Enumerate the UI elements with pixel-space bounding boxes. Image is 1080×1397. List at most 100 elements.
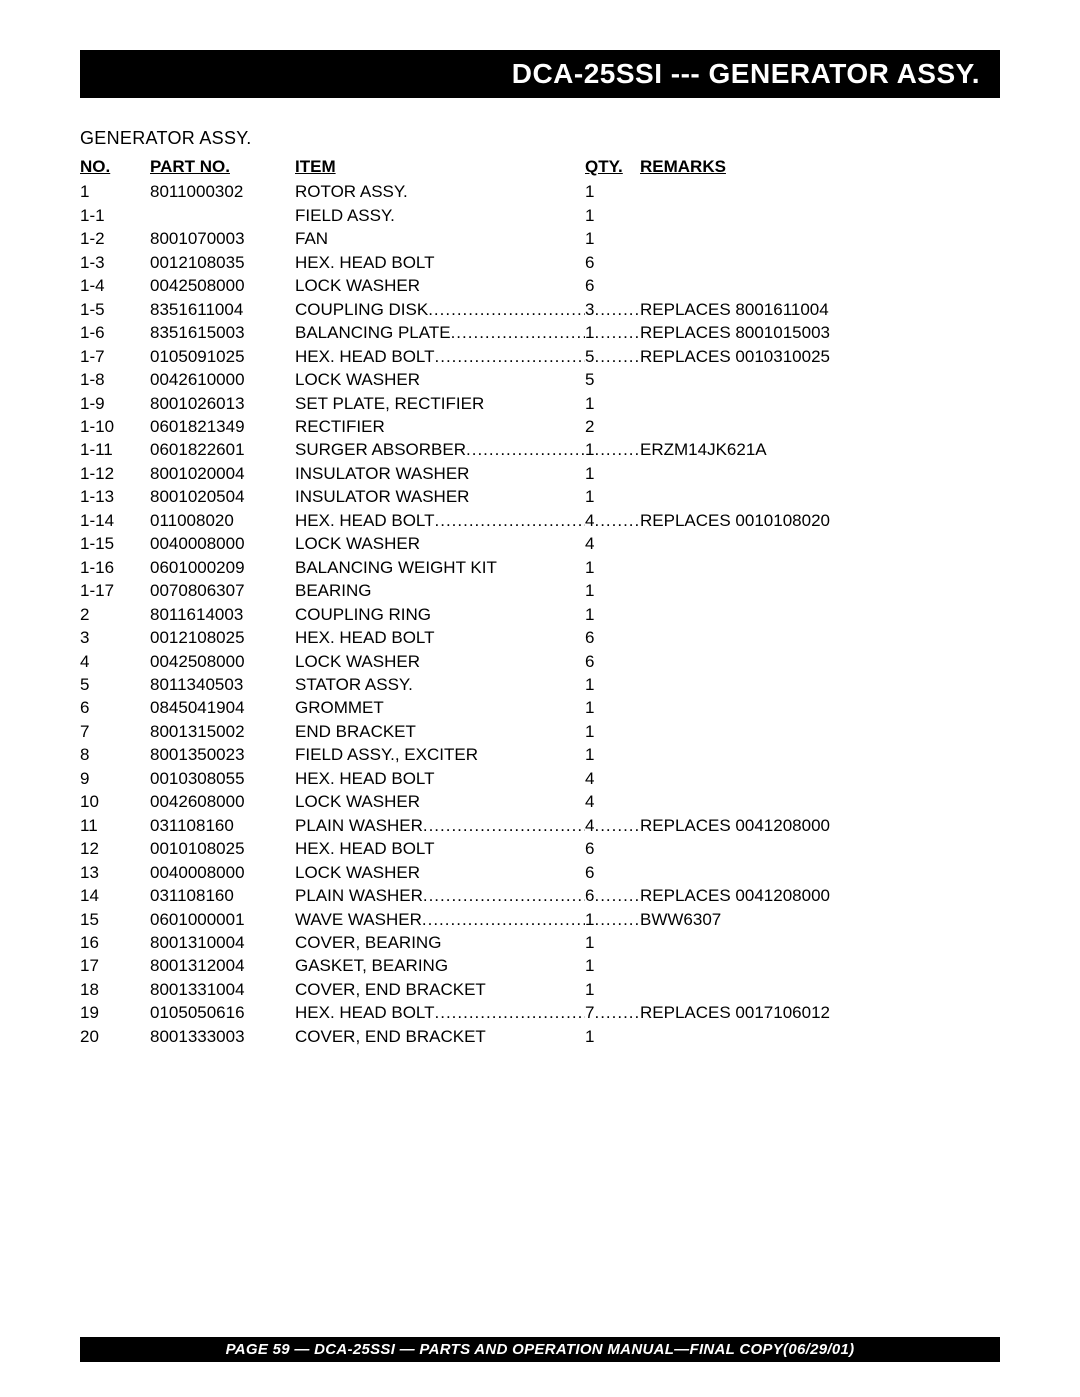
item-text: FAN xyxy=(295,227,328,250)
qty-text: 1 xyxy=(585,204,594,227)
qty-text: 7 xyxy=(585,1001,594,1024)
cell-part-no: 8001020004 xyxy=(150,462,295,485)
qty-text: 6 xyxy=(585,274,594,297)
cell-no: 11 xyxy=(80,814,150,837)
section-title: GENERATOR ASSY. xyxy=(80,128,1000,149)
cell-item: GASKET, BEARING xyxy=(295,954,585,977)
cell-no: 9 xyxy=(80,767,150,790)
parts-table: NO. PART NO. ITEM QTY. REMARKS 180110003… xyxy=(80,155,1000,1048)
cell-no: 1-17 xyxy=(80,579,150,602)
cell-remarks: BWW6307 xyxy=(640,908,1000,931)
table-header-row: NO. PART NO. ITEM QTY. REMARKS xyxy=(80,155,1000,178)
cell-part-no: 0845041904 xyxy=(150,696,295,719)
dot-leader: ........................................… xyxy=(451,321,585,344)
cell-item: HEX. HEAD BOLT xyxy=(295,837,585,860)
col-header-item: ITEM xyxy=(295,155,585,178)
cell-part-no: 011008020 xyxy=(150,509,295,532)
qty-text: 6 xyxy=(585,884,594,907)
cell-qty: 1 xyxy=(585,556,640,579)
cell-item: ROTOR ASSY. xyxy=(295,180,585,203)
cell-item: BALANCING WEIGHT KIT xyxy=(295,556,585,579)
qty-text: 1 xyxy=(585,978,594,1001)
qty-text: 4 xyxy=(585,814,594,837)
table-row: 100042608000LOCK WASHER4 xyxy=(80,790,1000,813)
table-row: 78001315002END BRACKET1 xyxy=(80,720,1000,743)
cell-no: 1-6 xyxy=(80,321,150,344)
table-row: 1-40042508000LOCK WASHER6 xyxy=(80,274,1000,297)
cell-part-no: 0601822601 xyxy=(150,438,295,461)
cell-qty: 1 ......................................… xyxy=(585,321,640,344)
cell-part-no: 8001315002 xyxy=(150,720,295,743)
cell-item: BALANCING PLATE ........................… xyxy=(295,321,585,344)
cell-qty: 1 xyxy=(585,227,640,250)
item-text: FIELD ASSY., EXCITER xyxy=(295,743,478,766)
dot-leader: ........................................… xyxy=(423,814,585,837)
cell-qty: 1 xyxy=(585,931,640,954)
cell-no: 1-11 xyxy=(80,438,150,461)
qty-text: 1 xyxy=(585,392,594,415)
cell-item: COVER, END BRACKET xyxy=(295,1025,585,1048)
item-text: COUPLING DISK xyxy=(295,298,428,321)
cell-no: 20 xyxy=(80,1025,150,1048)
cell-part-no: 8351611004 xyxy=(150,298,295,321)
cell-item: HEX. HEAD BOLT xyxy=(295,626,585,649)
cell-qty: 6 xyxy=(585,626,640,649)
cell-qty: 6 xyxy=(585,837,640,860)
cell-no: 10 xyxy=(80,790,150,813)
qty-text: 5 xyxy=(585,345,594,368)
table-row: 188001331004COVER, END BRACKET1 xyxy=(80,978,1000,1001)
table-row: 130040008000LOCK WASHER6 xyxy=(80,861,1000,884)
table-row: 1-128001020004INSULATOR WASHER1 xyxy=(80,462,1000,485)
qty-text: 4 xyxy=(585,532,594,555)
col-header-no: NO. xyxy=(80,155,150,178)
cell-qty: 3 ......................................… xyxy=(585,298,640,321)
cell-item: PLAIN WASHER ...........................… xyxy=(295,884,585,907)
qty-text: 1 xyxy=(585,908,594,931)
qty-text: 1 xyxy=(585,321,594,344)
qty-text: 6 xyxy=(585,861,594,884)
cell-no: 4 xyxy=(80,650,150,673)
cell-item: INSULATOR WASHER xyxy=(295,462,585,485)
table-row: 1-170070806307BEARING1 xyxy=(80,579,1000,602)
qty-text: 1 xyxy=(585,954,594,977)
cell-part-no: 0105050616 xyxy=(150,1001,295,1024)
cell-part-no: 8001026013 xyxy=(150,392,295,415)
cell-item: COVER, END BRACKET xyxy=(295,978,585,1001)
table-row: 1-160601000209BALANCING WEIGHT KIT1 xyxy=(80,556,1000,579)
item-text: PLAIN WASHER xyxy=(295,884,423,907)
dot-leader: ........................................… xyxy=(594,908,640,931)
cell-no: 3 xyxy=(80,626,150,649)
cell-part-no: 8001310004 xyxy=(150,931,295,954)
table-row: 1-150040008000LOCK WASHER4 xyxy=(80,532,1000,555)
qty-text: 1 xyxy=(585,720,594,743)
cell-qty: 1 xyxy=(585,673,640,696)
cell-no: 13 xyxy=(80,861,150,884)
cell-item: HEX. HEAD BOLT .........................… xyxy=(295,345,585,368)
item-text: STATOR ASSY. xyxy=(295,673,413,696)
table-row: 1-58351611004COUPLING DISK .............… xyxy=(80,298,1000,321)
cell-no: 1-12 xyxy=(80,462,150,485)
table-row: 1-30012108035HEX. HEAD BOLT6 xyxy=(80,251,1000,274)
qty-text: 6 xyxy=(585,650,594,673)
cell-item: COUPLING RING xyxy=(295,603,585,626)
item-text: HEX. HEAD BOLT xyxy=(295,509,435,532)
item-text: ROTOR ASSY. xyxy=(295,180,408,203)
item-text: LOCK WASHER xyxy=(295,790,420,813)
item-text: HEX. HEAD BOLT xyxy=(295,251,435,274)
cell-qty: 4 xyxy=(585,767,640,790)
cell-qty: 6 xyxy=(585,251,640,274)
qty-text: 4 xyxy=(585,767,594,790)
cell-item: FIELD ASSY. xyxy=(295,204,585,227)
table-row: 120010108025HEX. HEAD BOLT6 xyxy=(80,837,1000,860)
item-text: HEX. HEAD BOLT xyxy=(295,837,435,860)
cell-item: FIELD ASSY., EXCITER xyxy=(295,743,585,766)
cell-qty: 6 xyxy=(585,650,640,673)
table-row: 1-80042610000LOCK WASHER5 xyxy=(80,368,1000,391)
cell-remarks: REPLACES 0041208000 xyxy=(640,884,1000,907)
cell-item: INSULATOR WASHER xyxy=(295,485,585,508)
item-text: COVER, END BRACKET xyxy=(295,1025,486,1048)
item-text: COVER, BEARING xyxy=(295,931,441,954)
item-text: HEX. HEAD BOLT xyxy=(295,1001,435,1024)
table-row: 1-98001026013SET PLATE, RECTIFIER1 xyxy=(80,392,1000,415)
cell-qty: 1 xyxy=(585,720,640,743)
